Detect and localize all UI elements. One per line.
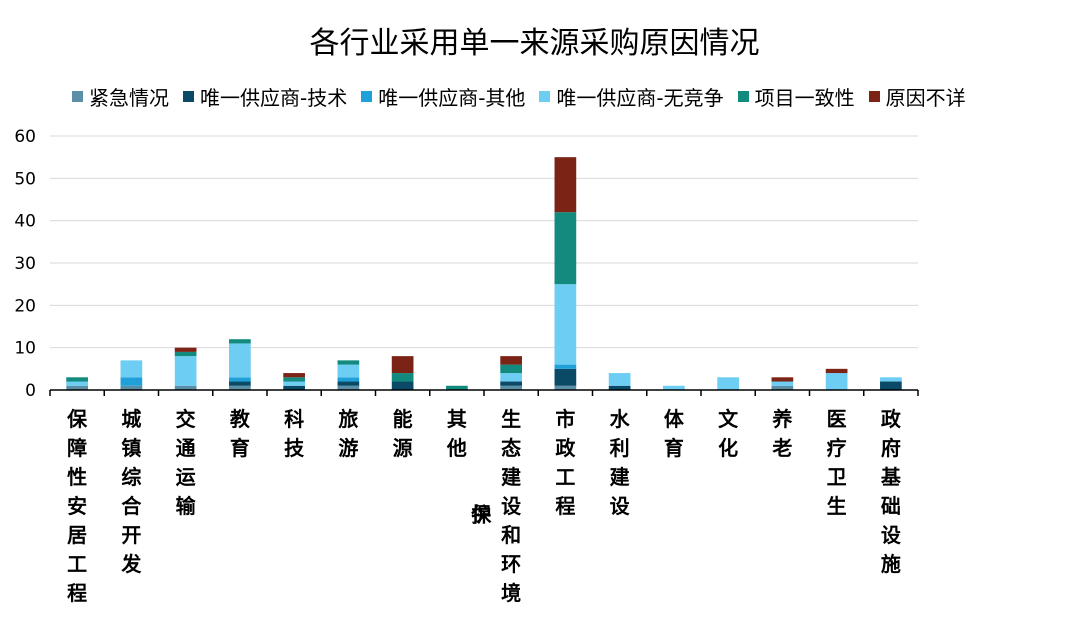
bar-segment [283, 385, 305, 390]
bar-segment [554, 284, 577, 365]
x-tick-label: 城镇综合开发 [120, 407, 142, 576]
bar-segment [174, 356, 197, 386]
bar-segment [825, 373, 848, 390]
chart-title: 各行业采用单一来源采购原因情况 [309, 26, 760, 61]
legend-label: 唯一供应商-技术 [200, 85, 348, 110]
bar-segment [391, 373, 414, 382]
y-tick-label: 20 [14, 296, 36, 316]
legend-swatch [72, 90, 83, 102]
bar-segment [66, 381, 88, 386]
bar-segment [120, 377, 143, 386]
bar-segment [283, 377, 305, 382]
bar-segment [229, 377, 251, 382]
legend-label: 唯一供应商-无竞争 [556, 85, 724, 110]
x-tick-label: 水利建设 [610, 407, 631, 518]
legend-swatch [868, 90, 880, 102]
x-tick-label: 交通运输 [176, 407, 197, 518]
y-tick-label: 10 [14, 339, 36, 359]
bar-segment [554, 212, 577, 285]
bar-segment [283, 381, 305, 386]
legend-swatch [183, 90, 194, 102]
x-tick-label: 体育 [664, 407, 685, 460]
x-tick-label: 生态建设和环境保护 [470, 407, 521, 605]
bar-segment [229, 339, 251, 344]
legend-swatch [361, 90, 373, 102]
bar-segment [771, 377, 794, 382]
x-tick-label: 科技 [284, 407, 305, 460]
legend-item: 唯一供应商-无竞争 [539, 82, 724, 111]
bar-segment [229, 385, 251, 390]
bar-segment [337, 385, 360, 390]
bar-segment [554, 364, 577, 369]
y-tick-label: 30 [14, 254, 36, 274]
legend-label: 项目一致性 [754, 85, 855, 110]
y-tick-label: 60 [14, 127, 36, 147]
legend-item: 唯一供应商-技术 [183, 82, 347, 111]
bar-segment [391, 381, 414, 390]
bar-segment [608, 373, 631, 386]
bar-segment [880, 381, 902, 390]
x-tick-label: 保障性安居工程 [66, 407, 88, 605]
bar-segment [66, 377, 88, 382]
bar-segment [500, 381, 522, 386]
x-tick-label: 其他 [446, 407, 467, 460]
bar-segment [337, 360, 360, 365]
x-tick-label: 教育 [230, 407, 251, 460]
legend-swatch [737, 90, 749, 102]
bar-segment [66, 385, 88, 390]
x-tick-label: 文化 [718, 407, 739, 460]
bar-segment [120, 360, 143, 378]
x-tick-label: 旅游 [338, 407, 358, 460]
legend-label: 紧急情况 [89, 85, 169, 110]
x-tick-label: 养老 [771, 407, 792, 460]
bar-segment [500, 364, 522, 374]
legend-item: 唯一供应商-其他 [361, 82, 525, 111]
bar-segment [825, 368, 848, 374]
bar-segment [771, 385, 794, 390]
legend: 紧急情况 唯一供应商-技术 唯一供应商-其他 唯一供应商-无竞争 项目一致性 原因不详 [72, 82, 980, 111]
bar-segment [446, 385, 468, 390]
bar-segment [337, 381, 360, 386]
bar-segment [337, 377, 360, 382]
bar-segment [771, 381, 794, 386]
bar-segment [554, 368, 577, 386]
y-tick-label: 0 [25, 381, 36, 401]
bar-segment [717, 377, 739, 390]
bar-segment [391, 356, 414, 374]
x-tick-label: 政府基础设施 [881, 407, 902, 576]
bar-segment [500, 373, 522, 382]
legend-label: 原因不详 [885, 85, 966, 110]
bar-segment [174, 347, 197, 352]
bar-segment [608, 385, 631, 390]
bar-segment [554, 157, 577, 213]
x-tick-label: 医疗卫生 [827, 407, 847, 518]
bar-segment [120, 385, 143, 390]
bar-segment [283, 373, 305, 378]
bar-segment [229, 381, 251, 386]
bar-segment [880, 377, 902, 382]
bar-segment [229, 343, 251, 378]
bar-segment [500, 385, 522, 390]
legend-item: 原因不详 [868, 82, 966, 111]
legend-label: 唯一供应商-其他 [378, 85, 526, 110]
bar-segment [337, 364, 360, 378]
y-tick-label: 40 [14, 212, 36, 232]
bar-segment [554, 385, 577, 390]
x-tick-label: 能源 [393, 407, 413, 460]
bar-segment [500, 356, 522, 365]
bar-segment [174, 351, 197, 357]
legend-item: 项目一致性 [737, 82, 855, 111]
x-tick-label: 市政工程 [555, 407, 576, 518]
legend-item: 紧急情况 [72, 82, 169, 111]
bar-segment [663, 385, 685, 390]
bar-segment [174, 385, 197, 390]
y-tick-label: 50 [14, 169, 36, 189]
legend-swatch [539, 90, 551, 102]
